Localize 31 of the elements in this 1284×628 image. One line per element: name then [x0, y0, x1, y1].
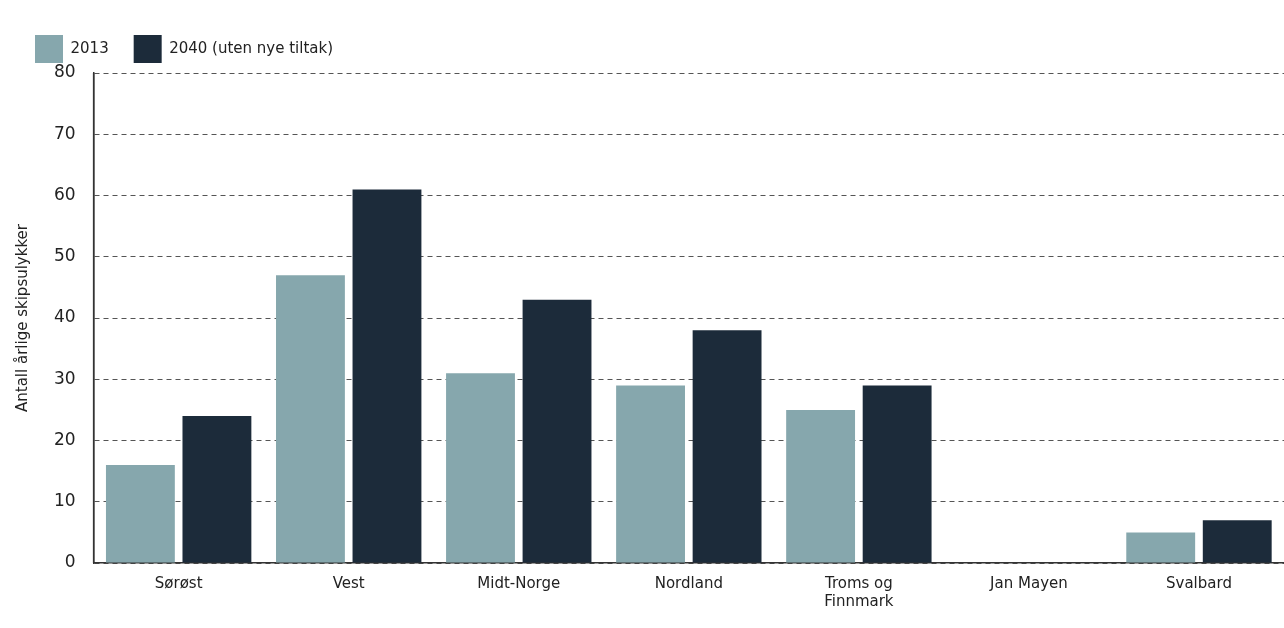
x-tick-label: Jan Mayen	[989, 573, 1068, 592]
x-tick-label: Vest	[332, 573, 365, 592]
y-tick-label: 10	[53, 490, 76, 511]
y-tick-label: 70	[53, 122, 76, 143]
bar	[1126, 532, 1196, 563]
y-tick-label: 40	[53, 306, 76, 327]
bar	[616, 385, 685, 563]
bar	[446, 373, 515, 563]
y-tick-label: 60	[53, 183, 76, 204]
x-tick-label: Midt-Norge	[477, 573, 561, 592]
y-tick-label: 50	[53, 245, 76, 266]
x-tick-label: Sørøst	[154, 573, 203, 592]
bar	[862, 385, 932, 563]
y-axis-title: Antall årlige skipsulykker	[12, 223, 31, 412]
y-tick-label: 30	[53, 367, 76, 388]
bar	[352, 189, 422, 563]
x-tick-label: Troms og Finnmark	[823, 573, 894, 610]
y-tick-label: 20	[53, 428, 76, 449]
legend-label: 2040 (uten nye tiltak)	[169, 38, 334, 57]
x-tick-label: Nordland	[654, 573, 723, 592]
bar	[786, 409, 856, 563]
bar	[276, 275, 345, 563]
legend-label: 2013	[70, 38, 109, 57]
y-tick-label: 0	[64, 551, 76, 572]
bar	[692, 330, 762, 563]
bar	[1202, 520, 1272, 563]
x-tick-label: Svalbard	[1166, 573, 1232, 592]
bar	[182, 416, 252, 563]
y-tick-label: 80	[53, 61, 76, 82]
bar	[105, 465, 175, 563]
bar	[522, 299, 592, 563]
